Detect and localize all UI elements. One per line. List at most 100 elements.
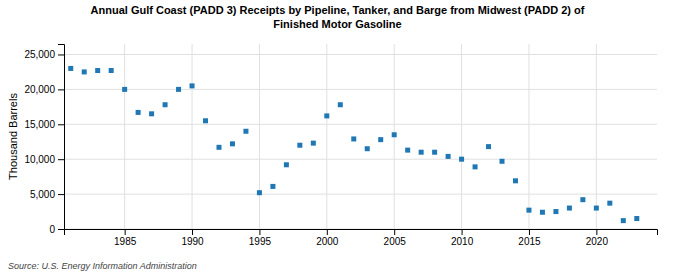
- y-tick: 20,000: [24, 84, 64, 95]
- point: [419, 150, 424, 155]
- y-axis: 0 5,000 10,000 15,000 20,000 25,000: [24, 45, 64, 235]
- y-tick-mark: [58, 194, 64, 195]
- point: [567, 206, 572, 211]
- point: [82, 69, 87, 74]
- point: [553, 209, 558, 214]
- point: [163, 102, 168, 107]
- y-tick-mark: [58, 159, 64, 160]
- point: [68, 66, 73, 71]
- x-tick-label: 2020: [586, 236, 609, 247]
- y-tick-label: 25,000: [24, 49, 55, 60]
- point: [297, 143, 302, 148]
- x-tick: 2000: [316, 229, 339, 247]
- point: [149, 111, 154, 116]
- x-tick: 2015: [518, 229, 541, 247]
- x-tick-mark: [529, 229, 530, 235]
- x-tick-mark: [327, 229, 328, 235]
- grid-line: [64, 194, 657, 195]
- x-tick-mark: [462, 229, 463, 235]
- plot-area: 1985 1990 1995 2000 2005 2010 2015 2020 0 5,000 10…: [24, 44, 657, 247]
- point: [324, 113, 329, 118]
- x-tick-label: 2000: [316, 236, 339, 247]
- point: [311, 141, 316, 146]
- point: [243, 129, 248, 134]
- point: [203, 118, 208, 123]
- y-tick-label: 15,000: [24, 119, 55, 130]
- point: [378, 137, 383, 142]
- title: Annual Gulf Coast (PADD 3) Receipts by P…: [91, 4, 585, 16]
- x-tick-label: 2010: [451, 236, 474, 247]
- y-tick-mark: [58, 54, 64, 55]
- point: [607, 201, 612, 206]
- y-tick-mark: [58, 89, 64, 90]
- x-tick: 2005: [384, 229, 407, 247]
- y-tick: 10,000: [24, 154, 64, 165]
- y-axis-title: Thousand Barrels: [7, 93, 19, 180]
- x-tick-label: 1985: [114, 236, 137, 247]
- grid-line: [596, 44, 597, 229]
- grid-line: [64, 159, 657, 160]
- y-tick: 25,000: [24, 49, 64, 60]
- point: [190, 83, 195, 88]
- grid-line: [64, 124, 657, 125]
- x-tick-label: 2015: [518, 236, 541, 247]
- point: [594, 206, 599, 211]
- x-tick: 1995: [249, 229, 272, 247]
- point: [526, 208, 531, 213]
- point: [284, 162, 289, 167]
- point: [257, 190, 262, 195]
- point: [176, 87, 181, 92]
- point: [540, 210, 545, 215]
- grid-line: [124, 44, 125, 229]
- chart-svg: 1985 1990 1995 2000 2005 2010 2015 2020 0 5,000 10…: [0, 0, 675, 275]
- point: [405, 148, 410, 153]
- grid: [64, 44, 657, 229]
- point: [351, 136, 356, 141]
- x-tick: 1990: [181, 229, 204, 247]
- grid-line: [326, 44, 327, 229]
- x-axis: 1985 1990 1995 2000 2005 2010 2015 2020: [65, 229, 658, 247]
- point: [365, 146, 370, 151]
- grid-line: [64, 89, 657, 90]
- point: [432, 150, 437, 155]
- point: [392, 132, 397, 137]
- chart-container: 1985 1990 1995 2000 2005 2010 2015 2020 0 5,000 10…: [0, 0, 675, 275]
- point: [459, 157, 464, 162]
- point: [230, 141, 235, 146]
- x-tick-mark: [596, 229, 597, 235]
- y-axis-line: [58, 45, 65, 230]
- x-tick: 2010: [451, 229, 474, 247]
- grid-line: [528, 44, 529, 229]
- point: [500, 159, 505, 164]
- point: [621, 218, 626, 223]
- point: [122, 87, 127, 92]
- grid-line: [64, 54, 657, 55]
- y-tick-mark: [58, 124, 64, 125]
- x-tick-mark: [192, 229, 193, 235]
- grid-line: [461, 44, 462, 229]
- point: [109, 68, 114, 73]
- point: [634, 216, 639, 221]
- point: [513, 178, 518, 183]
- point: [580, 197, 585, 202]
- y-tick: 0: [49, 224, 64, 235]
- point: [136, 110, 141, 115]
- x-tick: 2020: [586, 229, 609, 247]
- x-axis-line: [65, 230, 658, 236]
- x-tick-label: 2005: [384, 236, 407, 247]
- data-points: [68, 66, 639, 223]
- x-tick-mark: [125, 229, 126, 235]
- x-tick-label: 1995: [249, 236, 272, 247]
- y-tick-label: 0: [49, 224, 55, 235]
- point: [473, 164, 478, 169]
- y-tick-label: 20,000: [24, 84, 55, 95]
- y-tick-mark: [58, 229, 64, 230]
- y-tick-label: 5,000: [30, 189, 55, 200]
- title: Finished Motor Gasoline: [273, 18, 401, 30]
- y-tick: 15,000: [24, 119, 64, 130]
- x-tick-label: 1990: [181, 236, 204, 247]
- point: [216, 145, 221, 150]
- grid-line: [259, 44, 260, 229]
- x-tick-mark: [394, 229, 395, 235]
- y-tick: 5,000: [30, 189, 64, 200]
